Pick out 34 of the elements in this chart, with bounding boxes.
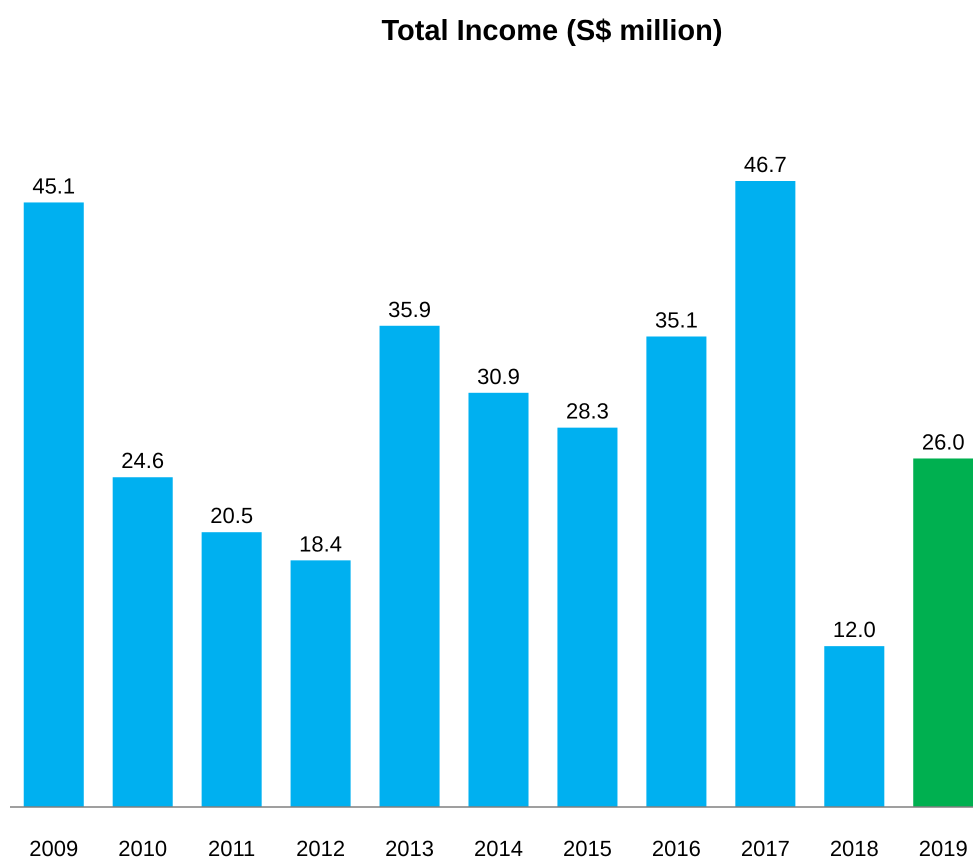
data-label: 26.0 bbox=[922, 429, 965, 454]
data-label: 45.1 bbox=[32, 173, 76, 198]
bar bbox=[824, 646, 884, 807]
chart-title: Total Income (S$ million) bbox=[381, 15, 723, 47]
x-tick-label: 2014 bbox=[474, 836, 523, 860]
bar bbox=[202, 532, 262, 807]
data-label: 35.9 bbox=[388, 296, 431, 322]
bar bbox=[735, 181, 796, 807]
x-tick-label: 2017 bbox=[740, 836, 790, 860]
bar bbox=[24, 202, 84, 807]
bar bbox=[380, 326, 440, 807]
data-label: 30.9 bbox=[477, 364, 520, 389]
bar bbox=[112, 477, 173, 807]
x-tick-label: 2015 bbox=[562, 836, 612, 860]
data-label: 24.6 bbox=[121, 448, 164, 474]
data-label: 46.7 bbox=[744, 152, 787, 177]
bar bbox=[913, 458, 973, 807]
x-tick-label: 2013 bbox=[385, 836, 434, 860]
data-label: 20.5 bbox=[210, 503, 254, 528]
data-label: 18.4 bbox=[299, 531, 342, 556]
bar bbox=[646, 336, 706, 807]
x-tick-label: 2018 bbox=[830, 836, 879, 860]
x-tick-label: 2009 bbox=[29, 836, 78, 860]
bar bbox=[557, 428, 618, 807]
x-tick-label: 2012 bbox=[296, 836, 346, 860]
data-label: 28.3 bbox=[566, 398, 609, 424]
x-tick-label: 2010 bbox=[118, 836, 168, 860]
x-tick-label: 2019 bbox=[918, 836, 968, 860]
data-label: 12.0 bbox=[832, 617, 876, 642]
bar bbox=[290, 560, 351, 807]
data-label: 35.1 bbox=[654, 307, 698, 332]
bar bbox=[468, 392, 529, 807]
x-tick-label: 2011 bbox=[208, 836, 256, 860]
x-tick-label: 2016 bbox=[652, 836, 701, 860]
